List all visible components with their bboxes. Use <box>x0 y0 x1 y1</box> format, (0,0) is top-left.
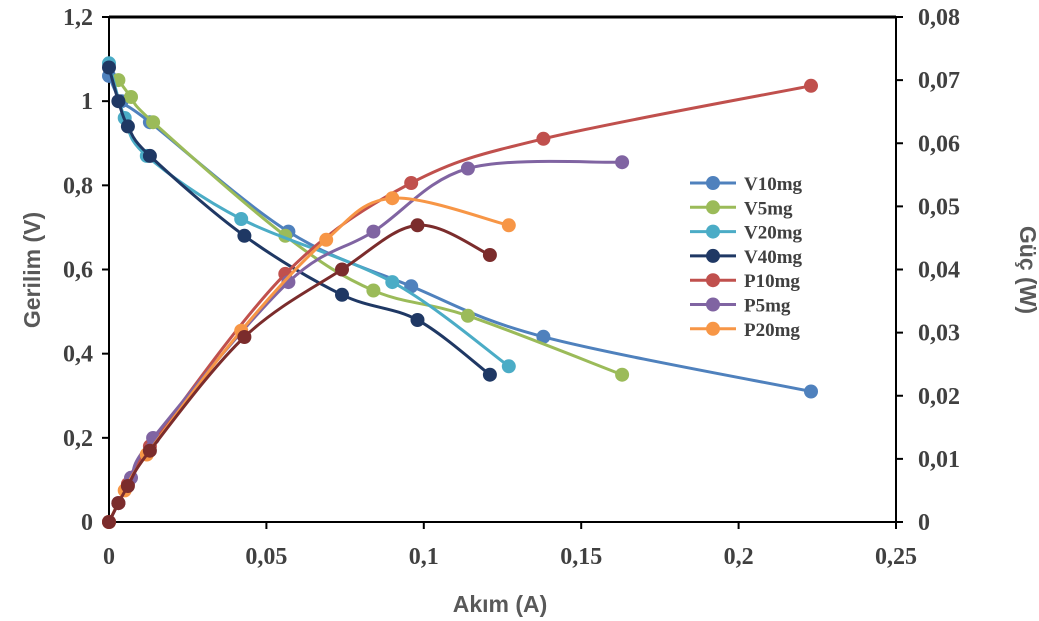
data-point <box>615 155 630 170</box>
y2-tick-label: 0,02 <box>918 384 960 410</box>
series-line <box>107 223 491 523</box>
data-point <box>536 329 551 344</box>
data-point <box>335 262 349 277</box>
legend-item: P5mg <box>690 296 791 317</box>
data-point <box>111 94 126 109</box>
data-point <box>366 224 381 239</box>
y2-axis-title: Güç (W) <box>1015 226 1039 314</box>
y-axis-ticks: 0 0,2 0,4 0,6 0,8 1 1,2 <box>63 5 109 536</box>
series-v40mg-left <box>102 60 497 382</box>
series-v40mg-right <box>102 218 497 529</box>
data-point <box>111 496 126 511</box>
data-point <box>142 443 157 458</box>
data-point <box>410 218 425 233</box>
data-point <box>385 191 400 206</box>
y-axis-title: Gerilim (V) <box>19 212 45 328</box>
legend-marker <box>706 224 720 239</box>
data-point <box>410 313 425 327</box>
y2-tick-label: 0,08 <box>918 5 960 31</box>
data-point <box>482 367 497 382</box>
data-point <box>124 90 138 104</box>
legend-label: V40mg <box>744 247 803 268</box>
legend-marker <box>706 248 720 263</box>
legend-marker <box>706 297 720 312</box>
series-layer <box>102 56 818 529</box>
legend-item: P20mg <box>690 320 800 341</box>
y2-tick-label: 0 <box>918 510 930 536</box>
x-tick-label: 0,2 <box>724 544 754 570</box>
y-tick-label: 1,2 <box>63 5 93 31</box>
x-tick-label: 0 <box>103 544 115 570</box>
legend-item: V40mg <box>690 247 803 268</box>
data-point <box>460 161 475 176</box>
legend-item: V10mg <box>690 174 803 195</box>
legend-label: P5mg <box>744 296 791 317</box>
y-tick-label: 0 <box>81 510 93 536</box>
data-point <box>120 119 135 134</box>
legend-marker <box>706 273 720 288</box>
data-point <box>335 287 349 302</box>
y2-tick-label: 0,01 <box>918 447 960 473</box>
series-v20mg-left <box>102 56 516 374</box>
data-point <box>234 212 249 226</box>
data-point <box>366 283 381 298</box>
data-point <box>102 515 116 529</box>
series-p5mg-right <box>102 155 630 529</box>
data-point <box>319 232 334 247</box>
data-point <box>237 228 252 243</box>
data-point <box>102 60 116 75</box>
data-point <box>404 176 419 190</box>
legend-item: P10mg <box>690 271 800 292</box>
legend-item: V5mg <box>690 198 793 219</box>
y-tick-label: 0,4 <box>63 342 93 368</box>
series-line <box>107 67 491 376</box>
y2-axis-ticks: 0 0,01 0,02 0,03 0,04 0,05 0,06 0,07 0,08 <box>896 5 960 536</box>
legend-label: V10mg <box>744 174 803 195</box>
legend-label: P20mg <box>744 320 800 341</box>
legend-label: V20mg <box>744 223 803 244</box>
y2-tick-label: 0,04 <box>918 258 960 284</box>
series-line <box>107 75 812 393</box>
data-point <box>501 218 516 233</box>
x-axis-ticks: 0 0,05 0,1 0,15 0,2 0,25 <box>103 522 917 570</box>
data-point <box>804 384 818 399</box>
legend-marker <box>706 200 720 215</box>
data-point <box>120 479 135 493</box>
y-tick-label: 0,2 <box>63 426 93 452</box>
x-tick-label: 0,15 <box>560 544 602 570</box>
x-axis-title: Akım (A) <box>453 591 548 617</box>
legend-marker <box>706 176 720 190</box>
series-line <box>107 62 510 368</box>
y-tick-label: 0,6 <box>63 258 93 284</box>
legend-label: P10mg <box>744 271 800 292</box>
y2-tick-label: 0,05 <box>918 194 960 220</box>
y2-tick-label: 0,07 <box>918 68 960 94</box>
data-point <box>237 330 252 344</box>
legend-label: V5mg <box>744 198 793 219</box>
data-point <box>385 275 400 290</box>
data-point <box>536 131 551 146</box>
data-point <box>460 308 475 323</box>
data-point <box>142 148 157 163</box>
data-point <box>501 359 516 374</box>
data-point <box>615 367 630 382</box>
data-point <box>482 248 497 262</box>
y-tick-label: 1 <box>81 89 93 115</box>
y2-tick-label: 0,03 <box>918 321 960 347</box>
x-tick-label: 0,25 <box>875 544 917 570</box>
x-tick-label: 0,05 <box>245 544 287 570</box>
y2-tick-label: 0,06 <box>918 131 960 157</box>
legend-marker <box>706 321 720 336</box>
legend-item: V20mg <box>690 223 803 244</box>
legend: V10mg V5mg V20mg V40mg P10mg P5mg P20mg <box>690 174 803 341</box>
y-tick-label: 0,8 <box>63 173 93 199</box>
data-point <box>146 115 161 130</box>
data-point <box>804 78 818 93</box>
x-tick-label: 0,1 <box>409 544 439 570</box>
